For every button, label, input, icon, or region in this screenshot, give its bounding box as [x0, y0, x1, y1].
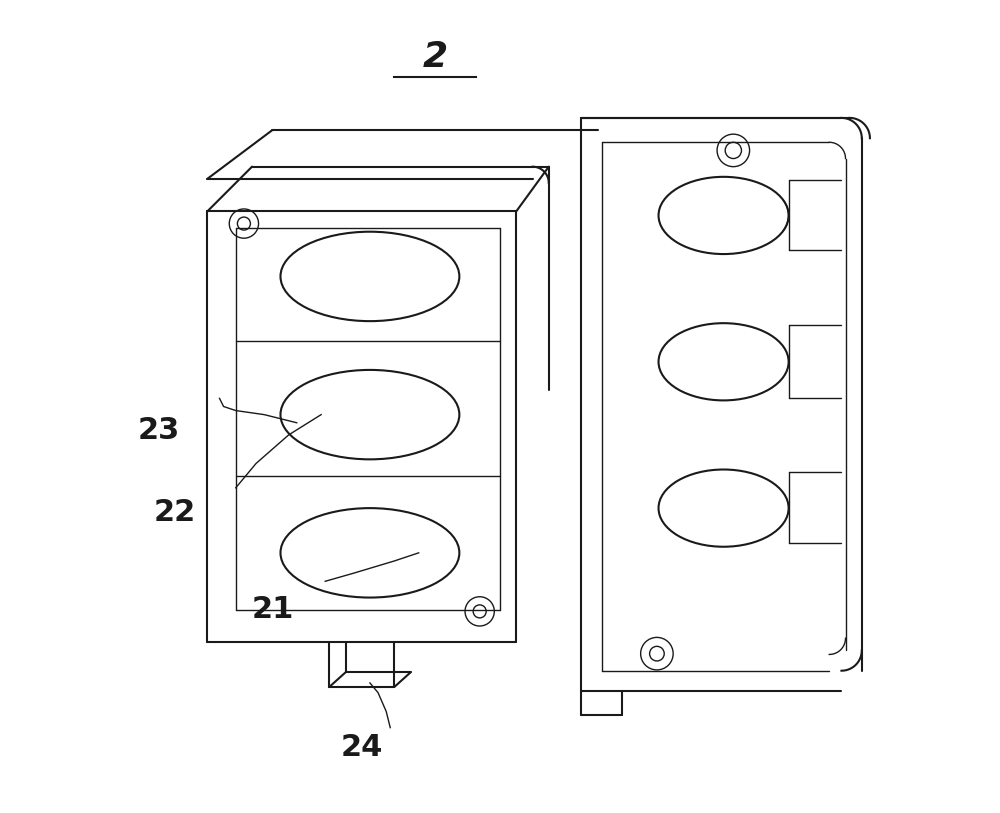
Text: 2: 2	[422, 40, 448, 74]
Text: 24: 24	[341, 733, 383, 763]
Text: 23: 23	[137, 416, 180, 446]
Text: 21: 21	[251, 595, 294, 624]
Text: 22: 22	[154, 498, 196, 527]
